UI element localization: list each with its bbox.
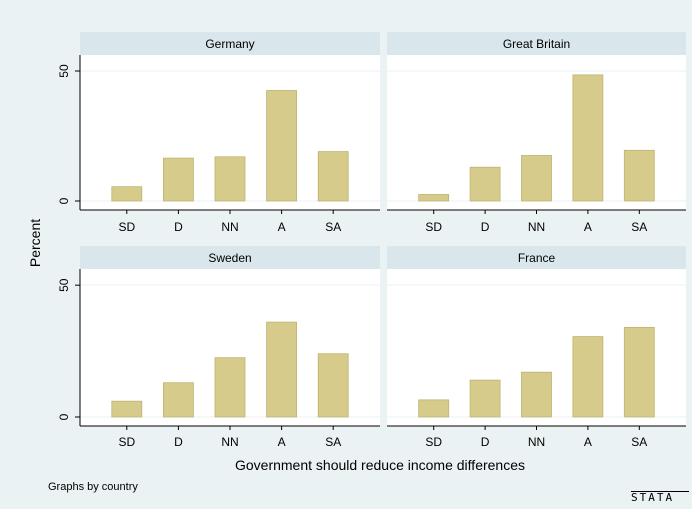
panel-title: Germany	[205, 37, 254, 51]
panel-strip	[80, 246, 380, 269]
panel-title: France	[518, 251, 556, 265]
bar-sa	[317, 353, 349, 418]
stata-logo-text: STATA	[631, 491, 689, 503]
bar-sa	[623, 149, 655, 202]
x-tick-label: A	[584, 435, 592, 449]
bar-nn	[521, 371, 552, 418]
y-axis-title: Percent	[27, 219, 43, 267]
panel-title: Sweden	[208, 251, 251, 265]
x-tick-label: A	[278, 435, 286, 449]
x-tick-label: D	[174, 220, 183, 234]
bar-sd	[111, 186, 143, 202]
bar-sd	[111, 400, 143, 418]
x-tick-label: D	[481, 435, 490, 449]
panel-strip	[387, 246, 686, 269]
bar-d	[469, 379, 501, 418]
y-tick-label: 50	[57, 278, 71, 292]
bar-d	[469, 166, 501, 202]
x-axis-title: Government should reduce income differen…	[235, 457, 525, 473]
y-tick-label: 0	[57, 197, 71, 204]
x-tick-label: A	[278, 220, 286, 234]
bar-d	[162, 157, 194, 202]
x-tick-label: SA	[631, 435, 647, 449]
panel-great-britain: Great Britain SD D NN A SA	[387, 32, 686, 234]
bar-a	[266, 90, 298, 202]
x-tick-label: D	[481, 220, 490, 234]
x-tick-label: NN	[221, 220, 238, 234]
bar-nn	[214, 156, 246, 202]
y-tick-label: 0	[57, 413, 71, 420]
bar-sa	[317, 151, 349, 202]
x-tick-label: SA	[631, 220, 647, 234]
bar-nn	[521, 155, 552, 202]
x-tick-label: SD	[118, 220, 135, 234]
x-tick-label: NN	[528, 220, 545, 234]
x-tick-label: SD	[425, 435, 442, 449]
x-tick-label: SA	[325, 435, 341, 449]
x-tick-label: SD	[118, 435, 135, 449]
bar-nn	[214, 357, 246, 418]
graphs-note: Graphs by country	[48, 481, 138, 493]
bar-a	[266, 321, 298, 418]
panel-sweden: Sweden SD D NN A SA 0 50	[57, 246, 380, 449]
x-tick-label: SA	[325, 220, 341, 234]
bar-a	[572, 74, 604, 202]
bar-sa	[623, 326, 655, 418]
y-tick-label: 50	[57, 64, 71, 78]
panel-strip	[80, 32, 380, 55]
bar-sd	[418, 194, 450, 202]
bar-d	[162, 382, 194, 418]
x-tick-label: NN	[528, 435, 545, 449]
panel-title: Great Britain	[503, 37, 570, 51]
x-tick-label: SD	[425, 220, 442, 234]
x-tick-label: NN	[221, 435, 238, 449]
bar-sd	[418, 399, 450, 418]
stata-logo: STATA	[631, 491, 689, 505]
x-tick-label: D	[174, 435, 183, 449]
panel-france: France SD D NN A SA	[387, 246, 686, 449]
x-tick-label: A	[584, 220, 592, 234]
panel-strip	[387, 32, 686, 55]
bar-a	[572, 336, 604, 418]
panel-germany: Germany SD D NN A SA 0 50	[57, 32, 380, 234]
